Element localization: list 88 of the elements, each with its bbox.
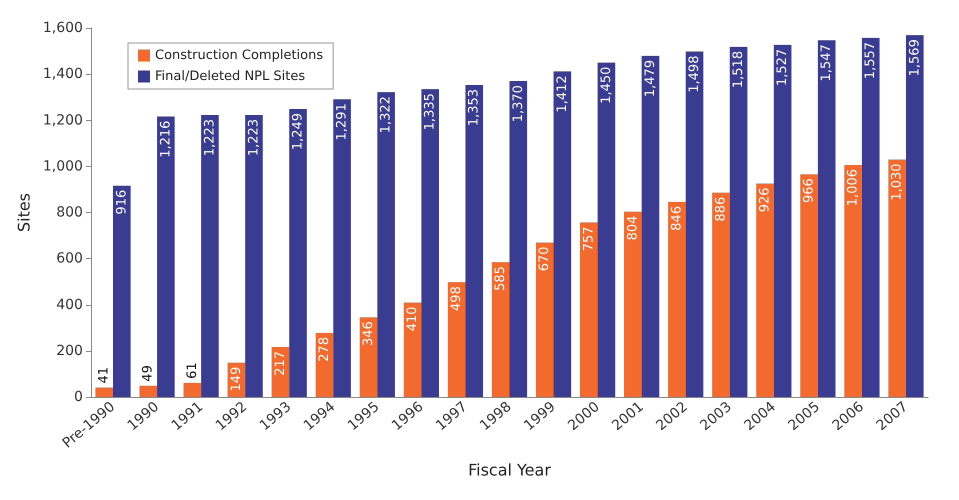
bar	[888, 159, 906, 397]
data-label: 1,498	[687, 56, 702, 93]
bar	[509, 81, 528, 397]
bar	[730, 46, 748, 397]
y-tick-label: 800	[56, 204, 83, 220]
data-label: 346	[361, 321, 376, 346]
y-tick-label: 0	[74, 389, 83, 405]
data-label: 61	[184, 362, 200, 379]
data-label: 1,527	[775, 48, 790, 86]
bar	[712, 192, 730, 397]
data-label: 916	[114, 190, 130, 215]
data-label: 149	[228, 366, 244, 392]
bar	[624, 212, 642, 397]
data-label: 670	[537, 246, 552, 272]
data-label: 1,569	[907, 39, 922, 76]
data-label: 926	[758, 187, 772, 212]
bar	[289, 108, 307, 397]
bar	[580, 222, 598, 397]
bar	[272, 346, 290, 397]
data-label: 1,518	[731, 50, 746, 88]
y-tick-label: 400	[56, 296, 83, 313]
data-label: 886	[713, 196, 728, 222]
bar	[800, 174, 818, 397]
data-label: 49	[140, 365, 156, 382]
bar	[360, 317, 378, 397]
bar	[818, 40, 836, 397]
bar	[316, 332, 334, 397]
data-label: 1,370	[510, 85, 526, 122]
data-label: 410	[405, 306, 420, 332]
bar	[862, 38, 880, 397]
data-label: 1,479	[642, 60, 658, 98]
bar	[404, 302, 422, 397]
data-label: 1,450	[598, 66, 614, 104]
y-tick-label: 600	[56, 250, 83, 267]
bar	[333, 99, 351, 397]
bar	[844, 164, 862, 397]
y-tick-label: 1,600	[42, 20, 83, 36]
x-axis-title: Fiscal Year	[468, 460, 552, 480]
data-label: 278	[316, 336, 332, 362]
bar	[245, 114, 263, 397]
data-label: 1,030	[890, 163, 905, 201]
data-label: 1,557	[863, 42, 878, 80]
legend-label: Construction Completions	[155, 48, 324, 63]
data-label: 1,291	[334, 103, 350, 140]
data-label: 1,353	[466, 88, 482, 126]
bar	[774, 44, 792, 397]
data-label: 757	[581, 226, 596, 252]
data-label: 1,412	[554, 75, 570, 113]
data-label: 585	[493, 266, 508, 291]
data-label: 1,216	[158, 120, 174, 158]
data-label: 846	[669, 206, 684, 231]
data-label: 217	[272, 350, 288, 376]
data-label: 1,249	[290, 112, 306, 150]
bar	[448, 282, 466, 397]
bar	[554, 71, 572, 397]
data-label: 804	[625, 216, 640, 240]
bar	[183, 382, 202, 397]
data-label: 1,006	[846, 168, 861, 206]
bar	[668, 202, 686, 397]
y-tick-label: 1,000	[42, 158, 83, 174]
legend-label: Final/Deleted NPL Sites	[155, 69, 306, 84]
bar	[377, 92, 395, 397]
bar	[201, 114, 219, 397]
y-tick-label: 1,200	[42, 112, 83, 128]
data-label: 1,223	[202, 118, 218, 156]
data-label: 1,223	[246, 118, 262, 156]
data-label: 41	[96, 367, 112, 384]
bar	[492, 262, 510, 397]
bar	[421, 89, 440, 397]
bar	[536, 242, 554, 397]
bar	[906, 35, 924, 397]
data-label: 498	[449, 286, 464, 311]
data-label: 1,322	[378, 96, 394, 134]
bar	[756, 183, 774, 397]
y-tick-label: 200	[56, 342, 83, 359]
bar	[686, 52, 704, 397]
bar	[113, 186, 131, 397]
data-label: 966	[802, 178, 817, 204]
y-tick-label: 1,400	[42, 66, 83, 82]
bar	[139, 386, 158, 397]
bar	[95, 388, 114, 397]
data-label: 1,547	[819, 44, 834, 82]
data-label: 1,335	[422, 93, 438, 130]
bar	[642, 56, 660, 397]
bar	[598, 62, 616, 397]
bar	[157, 116, 175, 397]
y-axis-title: Sites	[14, 192, 34, 232]
bar	[465, 84, 484, 397]
